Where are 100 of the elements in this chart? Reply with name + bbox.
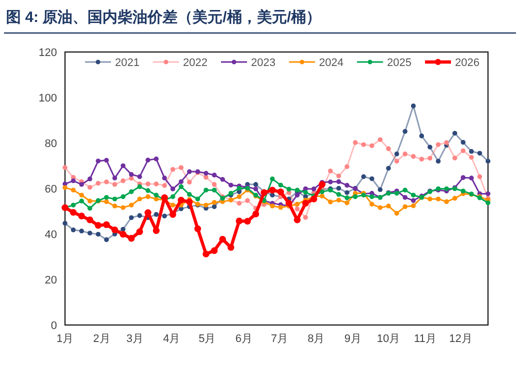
point [70,209,77,216]
point [112,204,118,208]
y-tick-label: 20 [44,274,57,286]
point [104,199,109,204]
point [220,177,225,182]
point [294,192,300,198]
point [469,149,474,154]
point [436,196,441,202]
point [361,174,366,180]
point [104,180,109,184]
point [378,205,383,210]
point [195,196,200,202]
point [178,184,184,190]
point [128,215,134,220]
point [303,190,308,195]
point [96,232,101,237]
x-tick-label: 2月 [93,333,110,345]
point [79,182,84,187]
legend-label: 2022 [183,56,208,69]
point [486,200,490,206]
point [152,227,160,234]
point [104,158,109,163]
point [146,188,150,193]
point [236,194,242,200]
point [202,250,210,258]
point [460,148,466,154]
point [460,188,466,194]
y-tick-label: 100 [38,92,57,104]
point [70,228,76,232]
point [252,210,260,218]
point [477,150,482,156]
point [170,202,176,208]
point [228,182,234,188]
point [62,165,68,170]
point [236,200,242,206]
point [79,228,84,234]
point [104,237,109,242]
point [104,194,109,200]
point [128,234,135,242]
y-tick-label: 40 [44,228,57,241]
point [120,205,126,210]
point [70,188,76,192]
point [344,200,350,206]
point [212,204,217,210]
y-tick-label: 60 [44,183,57,196]
point [402,129,408,134]
point [146,194,150,200]
point [245,198,250,203]
point [162,214,167,218]
chart-title: 图 4: 原油、国内柴油价差（美元/桶，美元/桶） [6,8,322,26]
point [328,168,333,174]
point [70,202,76,208]
point [402,188,408,192]
legend-label: 2025 [387,56,412,69]
point [154,182,159,186]
point [120,230,126,238]
point [120,178,126,184]
point [186,198,193,206]
point [162,176,167,180]
point [154,156,159,162]
point [278,204,284,210]
point [87,230,92,236]
point [386,204,391,208]
point [278,182,284,188]
point [460,140,466,145]
point [436,142,441,147]
point [277,188,284,196]
point [444,140,449,145]
point [369,176,374,182]
point [477,174,482,180]
point [178,179,184,184]
point [286,200,292,207]
point [336,179,342,184]
point [402,152,408,156]
point [204,170,208,176]
point [369,202,374,207]
point [62,220,68,226]
point [178,196,185,204]
point [70,178,76,184]
point [120,226,126,232]
point [386,166,391,171]
point [154,192,159,198]
point [369,194,374,200]
point [128,172,134,177]
point [452,130,458,136]
x-tick-label: 7月 [270,333,288,345]
point [210,247,218,254]
x-tick-label: 11月 [414,333,436,345]
point [103,221,110,228]
point [436,158,441,164]
x-tick-label: 12月 [449,333,472,345]
point [419,156,424,162]
point [336,174,342,178]
point [444,199,449,204]
point [96,158,101,164]
point [212,182,217,187]
point [394,152,400,156]
point [227,244,234,251]
point [486,191,490,196]
point [294,202,300,207]
